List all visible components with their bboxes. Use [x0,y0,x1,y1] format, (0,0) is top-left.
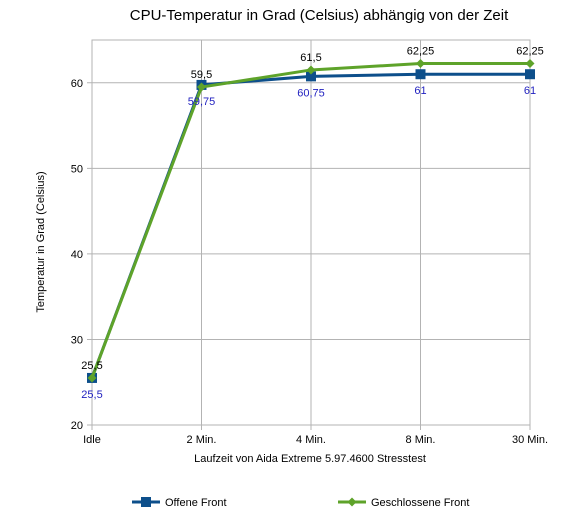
data-label: 59,5 [191,69,212,81]
data-label: 61 [524,85,536,97]
data-label: 61 [414,85,426,97]
y-axis-title: Temperatur in Grad (Celsius) [35,171,47,312]
plot-area: 20 30 40 50 60 Idle 2 Min. 4 Min. 8 Min. 30 Min. 2… [71,39,548,446]
y-tick-label: 50 [71,163,83,175]
legend-marker [347,497,357,507]
chart-title: CPU-Temperatur in Grad (Celsius) abhängi… [130,7,509,24]
data-label: 61,5 [300,52,321,64]
data-label: 25,5 [81,389,102,401]
data-point [415,69,426,80]
legend-label: Offene Front [165,497,227,509]
data-point [87,373,97,383]
x-tick-label: 4 Min. [296,434,326,446]
legend-label: Geschlossene Front [371,497,469,509]
data-point [306,71,316,82]
data-label: 62,25 [407,46,435,58]
data-label: 60,75 [297,87,325,99]
plot-frame [91,39,531,426]
data-point [525,59,535,69]
x-tick-label: 2 Min. [187,434,217,446]
x-tick-label: Idle [83,434,101,446]
data-label: 62,25 [516,46,544,58]
data-point [197,82,206,92]
x-tick-label: 30 Min. [512,434,548,446]
legend: Offene Front Geschlossene Front [132,497,469,509]
data-label: 25,5 [81,360,102,372]
data-point [306,65,316,75]
legend-marker [141,497,151,507]
y-tick-label: 20 [71,420,83,432]
y-tick-label: 30 [71,334,83,346]
x-tick-label: 8 Min. [406,434,436,446]
data-label: 59,75 [188,96,216,108]
y-tick-label: 60 [71,78,83,90]
y-tick-label: 40 [71,249,83,261]
data-point [525,69,535,80]
data-point [416,59,425,69]
x-axis-title: Laufzeit von Aida Extreme 5.97.4600 Stre… [194,453,426,465]
